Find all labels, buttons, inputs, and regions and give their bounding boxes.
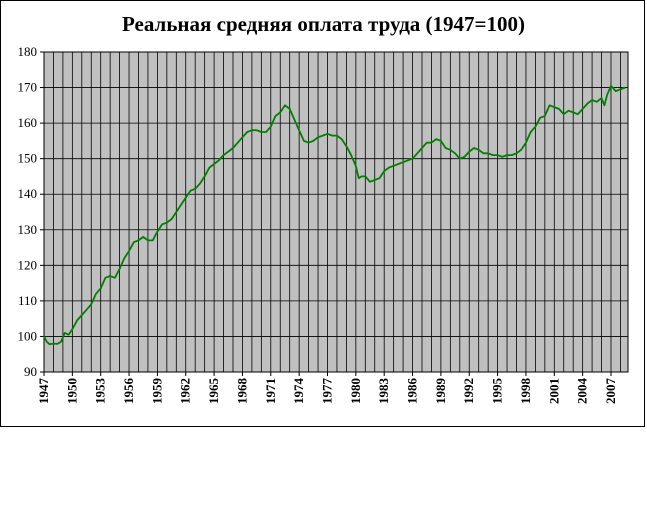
y-tick-label: 160	[18, 115, 38, 130]
x-tick-label: 1998	[518, 378, 533, 405]
x-tick-label: 1971	[263, 378, 278, 404]
y-axis-ticks: 90 100 110 120 130 140 150 160 170 180	[18, 44, 44, 379]
x-axis-ticks: 1947 1950 1953 1956 1959 1962 1965 1968 1971 1974…	[36, 372, 618, 404]
x-tick-label: 1950	[64, 378, 79, 404]
y-tick-label: 150	[18, 151, 38, 166]
x-tick-label: 2001	[546, 378, 561, 404]
y-tick-label: 180	[18, 44, 38, 59]
x-tick-label: 1977	[319, 378, 334, 405]
x-tick-label: 1995	[490, 378, 505, 405]
x-tick-label: 1953	[93, 378, 108, 405]
plot-area	[44, 52, 628, 372]
x-tick-label: 1959	[149, 378, 164, 405]
x-tick-label: 2004	[575, 378, 590, 405]
x-tick-label: 1992	[461, 378, 476, 404]
x-tick-label: 1968	[234, 378, 249, 405]
x-tick-label: 1986	[405, 378, 420, 405]
x-tick-label: 1965	[206, 378, 221, 405]
x-tick-label: 1956	[121, 378, 136, 405]
y-tick-label: 170	[18, 80, 38, 95]
x-tick-label: 1983	[376, 378, 391, 405]
x-tick-label: 1974	[291, 378, 306, 405]
x-tick-label: 1980	[348, 378, 363, 404]
y-tick-label: 140	[18, 186, 38, 201]
vertical-gridlines	[43, 52, 621, 372]
x-tick-label: 2007	[603, 378, 618, 405]
plot-border	[43, 51, 629, 373]
chart-title: Реальная средняя оплата труда (1947=100)	[121, 12, 526, 36]
x-tick-label: 1962	[178, 378, 193, 404]
y-tick-label: 90	[24, 364, 37, 379]
y-tick-label: 100	[18, 328, 38, 343]
y-tick-label: 130	[18, 222, 38, 237]
y-tick-label: 110	[18, 293, 37, 308]
series-line	[43, 84, 626, 346]
x-tick-label: 1947	[36, 378, 51, 405]
x-tick-label: 1989	[433, 378, 448, 405]
y-tick-label: 120	[18, 257, 38, 272]
